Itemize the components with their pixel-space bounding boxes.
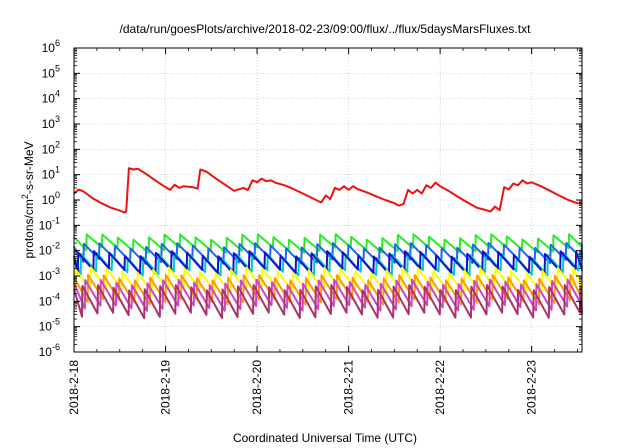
y-tick-label: 104 (42, 89, 60, 106)
x-tick-label: 2018-2-20 (250, 360, 264, 415)
series-line (73, 250, 583, 275)
series-line (73, 251, 583, 277)
y-tick-label: 100 (42, 190, 60, 207)
y-tick-label: 105 (42, 63, 60, 80)
y-tick-label: 101 (42, 165, 60, 182)
x-axis: 2018-2-18 2018-2-19 2018-2-20 2018-2-21 2018… (67, 48, 578, 415)
x-tick-label: 2018-2-23 (525, 360, 539, 415)
y-tick-label: 103 (42, 114, 60, 131)
grid (74, 48, 582, 352)
x-tick-label: 2018-2-22 (433, 360, 447, 415)
series-line (73, 284, 583, 320)
y-tick-label: 102 (42, 139, 60, 156)
y-tick-label: 10-3 (39, 266, 60, 283)
y-axis: 10-6 10-5 10-4 10-3 10-2 10-1 100 101 102 103 104 1… (39, 38, 582, 359)
y-tick-label: 10-2 (39, 241, 60, 258)
chart-title: /data/run/goesPlots/archive/2018-02-23/0… (120, 22, 532, 36)
y-tick-label: 10-5 (39, 317, 60, 334)
series-line (73, 167, 583, 214)
y-axis-title: protons/cm2-s-sr-MeV (20, 141, 36, 258)
plot-frame (73, 47, 583, 353)
y-tick-label: 106 (42, 38, 60, 55)
y-tick-label: 10-6 (39, 342, 60, 359)
y-tick-label: 10-4 (39, 291, 60, 308)
x-tick-label: 2018-2-19 (159, 360, 173, 415)
x-tick-label: 2018-2-18 (67, 360, 81, 415)
x-axis-title: Coordinated Universal Time (UTC) (233, 431, 417, 445)
y-tick-label: 10-1 (39, 215, 60, 232)
series-layer (73, 167, 583, 320)
x-tick-label: 2018-2-21 (342, 360, 356, 415)
